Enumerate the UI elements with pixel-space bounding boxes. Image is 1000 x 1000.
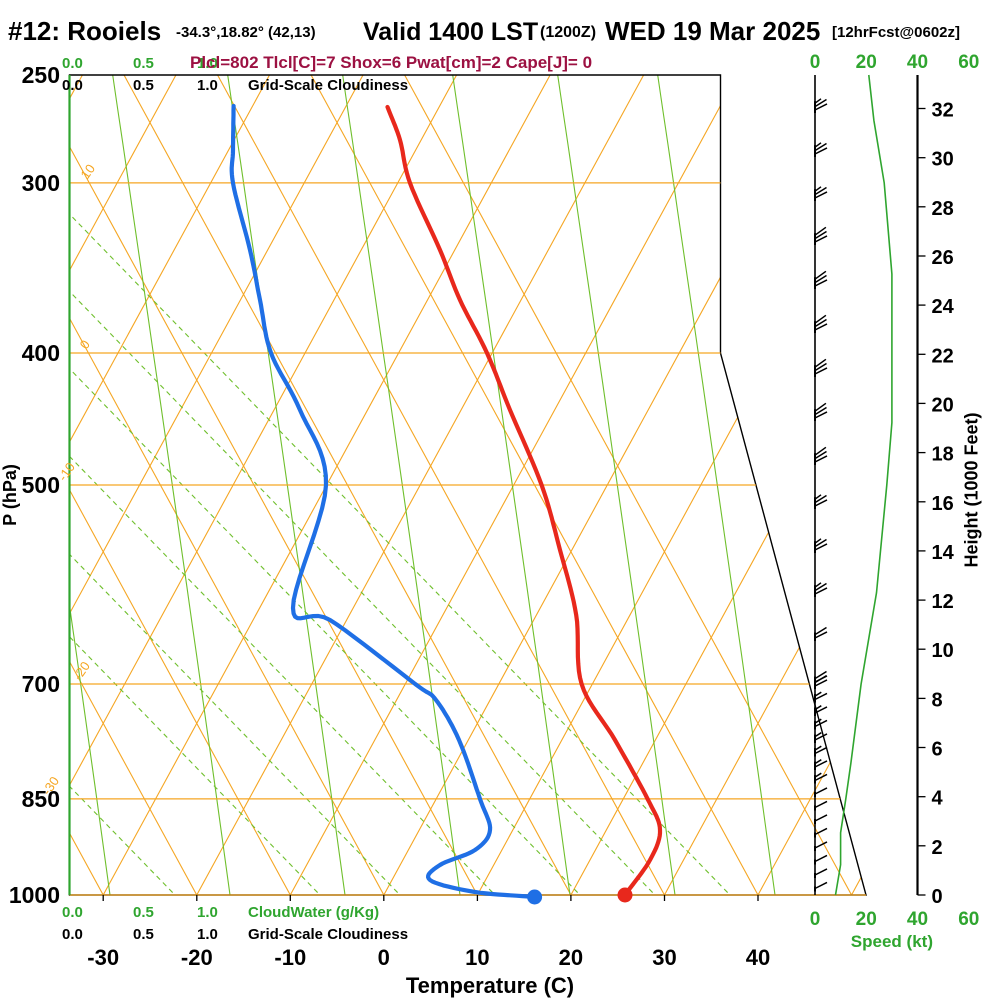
svg-text:0.5: 0.5 bbox=[133, 55, 154, 72]
svg-text:Grid-Scale Cloudiness: Grid-Scale Cloudiness bbox=[248, 926, 408, 943]
svg-text:#12: Rooiels: #12: Rooiels bbox=[8, 16, 161, 46]
svg-text:28: 28 bbox=[932, 198, 954, 220]
svg-text:22: 22 bbox=[932, 345, 954, 367]
svg-text:14: 14 bbox=[932, 542, 955, 564]
svg-text:250: 250 bbox=[22, 62, 60, 88]
svg-text:0.0: 0.0 bbox=[62, 55, 83, 72]
svg-text:40: 40 bbox=[907, 52, 928, 73]
svg-text:20: 20 bbox=[932, 394, 954, 416]
svg-text:-30: -30 bbox=[87, 945, 119, 970]
svg-text:16: 16 bbox=[932, 493, 954, 515]
svg-text:60: 60 bbox=[958, 909, 979, 930]
svg-text:0: 0 bbox=[810, 909, 821, 930]
svg-text:P (hPa): P (hPa) bbox=[0, 464, 20, 526]
svg-text:6: 6 bbox=[932, 739, 943, 761]
svg-text:60: 60 bbox=[958, 52, 979, 73]
svg-text:400: 400 bbox=[22, 340, 60, 366]
svg-text:30: 30 bbox=[932, 149, 954, 171]
svg-text:0.0: 0.0 bbox=[62, 926, 83, 943]
svg-text:-10: -10 bbox=[274, 945, 306, 970]
svg-text:700: 700 bbox=[22, 671, 60, 697]
svg-text:Valid 1400 LST: Valid 1400 LST bbox=[363, 18, 538, 46]
svg-text:Plcl=802 Tlcl[C]=7 Shox=6 Pwat: Plcl=802 Tlcl[C]=7 Shox=6 Pwat[cm]=2 Cap… bbox=[190, 53, 592, 72]
svg-text:1.0: 1.0 bbox=[197, 926, 218, 943]
svg-text:32: 32 bbox=[932, 100, 954, 122]
svg-text:40: 40 bbox=[746, 945, 770, 970]
svg-text:Grid-Scale Cloudiness: Grid-Scale Cloudiness bbox=[248, 77, 408, 94]
svg-text:20: 20 bbox=[856, 909, 877, 930]
svg-text:(1200Z): (1200Z) bbox=[540, 24, 596, 41]
svg-text:Speed (kt): Speed (kt) bbox=[851, 932, 933, 951]
svg-text:8: 8 bbox=[932, 689, 943, 711]
svg-text:300: 300 bbox=[22, 170, 60, 196]
svg-text:40: 40 bbox=[907, 909, 928, 930]
svg-text:Height (1000 Feet): Height (1000 Feet) bbox=[962, 412, 982, 567]
svg-text:10: 10 bbox=[932, 640, 954, 662]
svg-text:500: 500 bbox=[22, 472, 60, 498]
svg-text:0.0: 0.0 bbox=[62, 904, 83, 921]
svg-text:30: 30 bbox=[652, 945, 676, 970]
svg-text:0.0: 0.0 bbox=[62, 77, 83, 94]
svg-text:20: 20 bbox=[559, 945, 583, 970]
svg-text:0.5: 0.5 bbox=[133, 77, 154, 94]
svg-text:CloudWater (g/Kg): CloudWater (g/Kg) bbox=[248, 904, 379, 921]
svg-text:0.5: 0.5 bbox=[133, 926, 154, 943]
svg-text:0: 0 bbox=[378, 945, 390, 970]
svg-text:12: 12 bbox=[932, 591, 954, 613]
svg-text:4: 4 bbox=[932, 788, 944, 810]
svg-text:0.5: 0.5 bbox=[133, 904, 154, 921]
svg-text:Temperature (C): Temperature (C) bbox=[406, 973, 574, 998]
svg-text:-34.3°,18.82° (42,13): -34.3°,18.82° (42,13) bbox=[176, 24, 316, 41]
svg-text:26: 26 bbox=[932, 247, 954, 269]
svg-text:[12hrFcst@0602z]: [12hrFcst@0602z] bbox=[832, 24, 960, 41]
svg-text:24: 24 bbox=[932, 296, 955, 318]
svg-text:1000: 1000 bbox=[9, 882, 60, 908]
svg-text:WED 19 Mar 2025: WED 19 Mar 2025 bbox=[605, 16, 820, 46]
svg-text:20: 20 bbox=[856, 52, 877, 73]
svg-text:1.0: 1.0 bbox=[197, 77, 218, 94]
svg-text:0: 0 bbox=[810, 52, 821, 73]
svg-text:1.0: 1.0 bbox=[197, 904, 218, 921]
svg-text:10: 10 bbox=[465, 945, 489, 970]
svg-text:0: 0 bbox=[932, 886, 943, 908]
svg-text:18: 18 bbox=[932, 444, 954, 466]
svg-text:2: 2 bbox=[932, 837, 943, 859]
svg-text:-20: -20 bbox=[181, 945, 213, 970]
